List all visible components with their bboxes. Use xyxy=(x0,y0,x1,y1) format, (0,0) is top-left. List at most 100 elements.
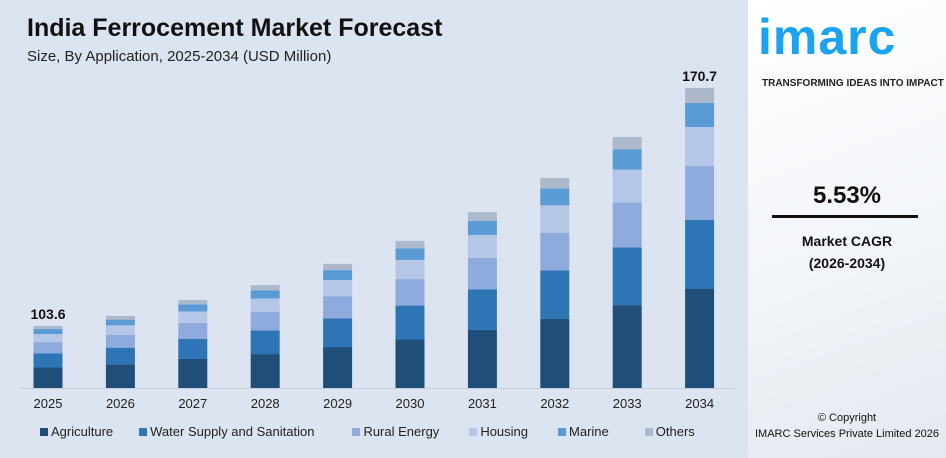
bar-segment-water-supply-and-sanitation xyxy=(685,220,715,289)
x-tick-label: 2025 xyxy=(34,396,63,411)
bar-segment-rural-energy xyxy=(33,342,63,354)
chart-subtitle: Size, By Application, 2025-2034 (USD Mil… xyxy=(27,48,332,65)
legend-label: Housing xyxy=(480,424,529,439)
bar-segment-marine xyxy=(250,290,280,299)
legend-label: Agriculture xyxy=(51,424,114,439)
info-panel: imarc TRANSFORMING IDEAS INTO IMPACT 5.5… xyxy=(748,0,946,458)
bar-segment-agriculture xyxy=(685,289,715,388)
legend-swatch xyxy=(352,427,361,436)
bar-segment-water-supply-and-sanitation xyxy=(250,330,280,355)
legend-label: Others xyxy=(655,424,695,439)
imarc-logo: imarc xyxy=(758,9,897,65)
bar-segment-marine xyxy=(323,270,353,281)
bar-segment-marine xyxy=(33,329,63,335)
bar-segment-water-supply-and-sanitation xyxy=(612,247,642,306)
cagr-period: (2026-2034) xyxy=(808,255,886,271)
bar-segment-water-supply-and-sanitation xyxy=(105,347,135,365)
chart-panel: India Ferrocement Market Forecast Size, … xyxy=(0,0,748,458)
legend: Agriculture Water Supply and Sanitation Ru… xyxy=(40,424,695,439)
copyright-line1: © Copyright xyxy=(817,412,877,424)
bar-segment-marine xyxy=(685,103,715,127)
bar-segment-rural-energy xyxy=(612,202,642,248)
bar-segment-agriculture xyxy=(33,367,63,388)
bar-segment-water-supply-and-sanitation xyxy=(323,318,353,348)
bar-segment-housing xyxy=(323,280,353,297)
bar-segment-agriculture xyxy=(612,305,642,388)
bar-segment-housing xyxy=(685,127,715,166)
bar-segment-water-supply-and-sanitation xyxy=(33,353,63,368)
bar-segment-rural-energy xyxy=(467,257,497,290)
bar-segment-agriculture xyxy=(178,358,208,388)
legend-item: Rural Energy xyxy=(352,424,439,439)
bar-segment-water-supply-and-sanitation xyxy=(540,270,570,319)
bar-segment-agriculture xyxy=(467,329,497,388)
legend-swatch xyxy=(40,427,48,436)
legend-label: Water Supply and Sanitation xyxy=(150,424,315,439)
bar-segment-marine xyxy=(467,220,497,235)
x-tick-label: 2030 xyxy=(396,396,425,411)
x-tick-label: 2029 xyxy=(323,396,352,411)
bar-segment-rural-energy xyxy=(250,311,280,331)
bar-segment-rural-energy xyxy=(395,279,425,306)
bar-segment-agriculture xyxy=(323,347,353,388)
legend-swatch xyxy=(139,427,148,436)
bar-segment-agriculture xyxy=(395,339,425,388)
bar-segment-others xyxy=(250,285,280,291)
bar-segment-housing xyxy=(467,234,497,258)
bar-segment-housing xyxy=(612,169,642,203)
bar-segment-rural-energy xyxy=(178,322,208,339)
bar-segment-others xyxy=(612,136,642,150)
legend-item: Housing xyxy=(469,424,528,439)
bar-segment-others xyxy=(323,263,353,271)
cagr-label: Market CAGR (2026-2034) xyxy=(748,230,946,274)
bar-segment-others xyxy=(33,325,63,330)
cagr-value: 5.53% xyxy=(812,182,882,209)
bar-segment-housing xyxy=(395,259,425,280)
bar-segment-housing xyxy=(178,311,208,323)
bar-segment-marine xyxy=(395,248,425,260)
bar-segment-housing xyxy=(33,334,63,343)
legend-swatch xyxy=(558,427,567,436)
brand-tagline: TRANSFORMING IDEAS INTO IMPACT xyxy=(762,78,944,89)
copyright: © Copyright IMARC Services Private Limit… xyxy=(748,410,946,442)
bar-segment-housing xyxy=(540,205,570,233)
bar-segment-others xyxy=(105,316,135,320)
bar-chart: 2025 103.6 2026 2027 2028 2029 2030 2031 2032 203… xyxy=(20,68,735,411)
bar-segment-marine xyxy=(178,304,208,312)
legend-item: Agriculture xyxy=(40,424,113,439)
bar-segment-agriculture xyxy=(105,364,135,388)
cagr-label-text: Market CAGR xyxy=(801,233,893,249)
bar-segment-water-supply-and-sanitation xyxy=(395,305,425,340)
bar-segment-marine xyxy=(540,188,570,206)
bar-segment-rural-energy xyxy=(323,296,353,319)
legend-label: Rural Energy xyxy=(363,424,440,439)
bar-segment-housing xyxy=(105,325,135,335)
legend-item: Marine xyxy=(558,424,609,439)
bar-segment-marine xyxy=(612,149,642,170)
chart-title: India Ferrocement Market Forecast xyxy=(27,14,443,42)
legend-item: Others xyxy=(644,424,695,439)
copyright-line2: IMARC Services Private Limited 2026 xyxy=(754,428,939,440)
x-tick-label: 2026 xyxy=(106,396,135,411)
legend-swatch xyxy=(644,427,653,436)
bar-segment-marine xyxy=(105,319,135,326)
x-tick-label: 2027 xyxy=(178,396,207,411)
bar-segment-agriculture xyxy=(250,354,280,388)
x-tick-label: 2034 xyxy=(685,396,714,411)
divider xyxy=(772,215,918,218)
legend-item: Water Supply and Sanitation xyxy=(139,424,314,439)
x-tick-label: 2031 xyxy=(468,396,497,411)
bar-segment-housing xyxy=(250,298,280,312)
total-label: 103.6 xyxy=(30,306,65,322)
bar-segment-others xyxy=(467,212,497,221)
bar-segment-others xyxy=(395,240,425,249)
bar-segment-water-supply-and-sanitation xyxy=(467,289,497,330)
bar-segment-water-supply-and-sanitation xyxy=(178,338,208,359)
bar-segment-rural-energy xyxy=(685,166,715,220)
legend-swatch xyxy=(469,427,478,436)
bar-segment-others xyxy=(540,178,570,189)
bar-segment-others xyxy=(685,88,715,103)
total-label: 170.7 xyxy=(682,68,717,84)
x-tick-label: 2028 xyxy=(251,396,280,411)
bar-segment-others xyxy=(178,300,208,305)
